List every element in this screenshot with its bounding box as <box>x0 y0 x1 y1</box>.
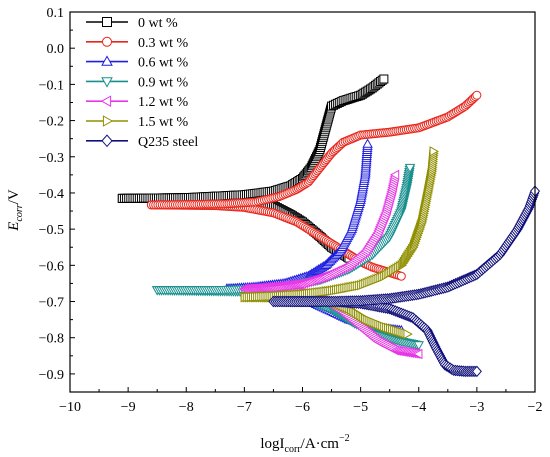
y-tick-label: −0.9 <box>39 368 64 383</box>
x-tick-label: −9 <box>121 400 136 415</box>
x-tick-label: −10 <box>59 400 81 415</box>
legend-marker <box>102 36 112 47</box>
y-tick-label: −0.5 <box>39 223 64 238</box>
data-point <box>362 138 373 148</box>
x-tick-label: −5 <box>353 400 368 415</box>
series-7 <box>268 185 541 378</box>
y-axis-title: Ecorr/V <box>6 189 25 232</box>
legend-label: 0 wt % <box>138 16 178 31</box>
y-tick-label: −0.4 <box>39 187 64 202</box>
x-tick-label: −4 <box>411 400 426 415</box>
x-tick-label: −8 <box>179 400 194 415</box>
data-point <box>413 348 423 360</box>
data-point <box>472 90 482 100</box>
x-axis-title: logIcorr/A·cm−2 <box>260 433 349 455</box>
data-point <box>396 271 406 281</box>
data-point <box>471 365 482 378</box>
x-tick-label: −2 <box>528 400 543 415</box>
y-tick-label: −0.3 <box>39 151 64 166</box>
legend-label: 1.5 wt % <box>138 115 189 130</box>
x-tick-label: −7 <box>237 400 252 415</box>
data-point <box>429 146 439 157</box>
legend-marker <box>100 95 112 108</box>
legend-marker <box>102 17 112 27</box>
x-tick-label: −3 <box>469 400 484 415</box>
legend-label: 0.3 wt % <box>138 36 189 51</box>
data-point <box>379 74 389 84</box>
legend-label: Q235 steel <box>138 135 198 150</box>
data-point <box>389 169 400 181</box>
legend-label: 0.9 wt % <box>138 75 189 90</box>
legend-marker <box>102 115 114 127</box>
legend-marker <box>101 77 113 88</box>
y-tick-label: −0.2 <box>39 115 64 130</box>
x-tick-label: −6 <box>295 400 310 415</box>
legend-marker <box>101 134 113 148</box>
y-tick-label: −0.1 <box>39 78 64 93</box>
data-point <box>413 341 425 351</box>
y-tick-label: 0.0 <box>47 42 65 57</box>
legend-label: 1.2 wt % <box>138 95 189 110</box>
data-point <box>403 328 413 340</box>
y-tick-label: −0.7 <box>39 296 64 311</box>
series-2 <box>146 90 482 281</box>
legend: 0 wt % 0.3 wt % 0.6 wt % 0.9 wt % 1.2 wt % 1.… <box>86 16 198 150</box>
y-tick-label: −0.6 <box>39 259 64 274</box>
series-5 <box>238 169 423 360</box>
data-point <box>404 163 416 174</box>
y-axis: 0.1 0.0 −0.1 −0.2 −0.3 −0.4 −0.5 −0.6 −0.7 −0.8 −0… <box>39 6 75 383</box>
legend-label: 0.6 wt % <box>138 56 189 71</box>
x-axis: −10 −9 −8 −7 −6 −5 −4 −3 −2 <box>59 387 542 415</box>
legend-marker <box>101 55 113 66</box>
series-layer <box>117 74 541 378</box>
y-tick-label: −0.8 <box>39 332 64 347</box>
y-tick-label: 0.1 <box>47 6 65 21</box>
